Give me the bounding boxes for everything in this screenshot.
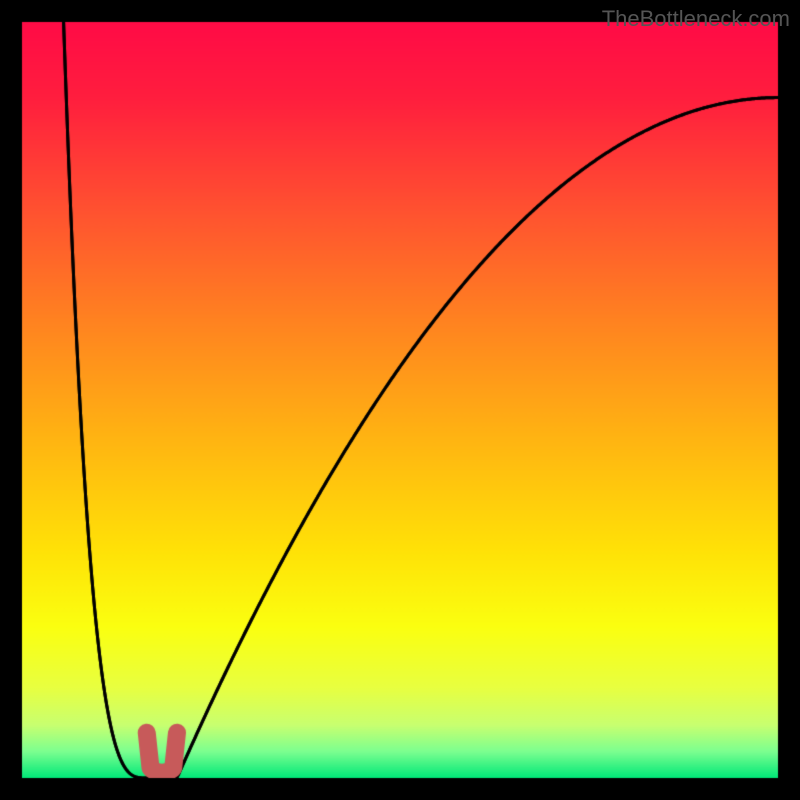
chart-container: TheBottleneck.com [0, 0, 800, 800]
bottleneck-chart-canvas [0, 0, 800, 800]
